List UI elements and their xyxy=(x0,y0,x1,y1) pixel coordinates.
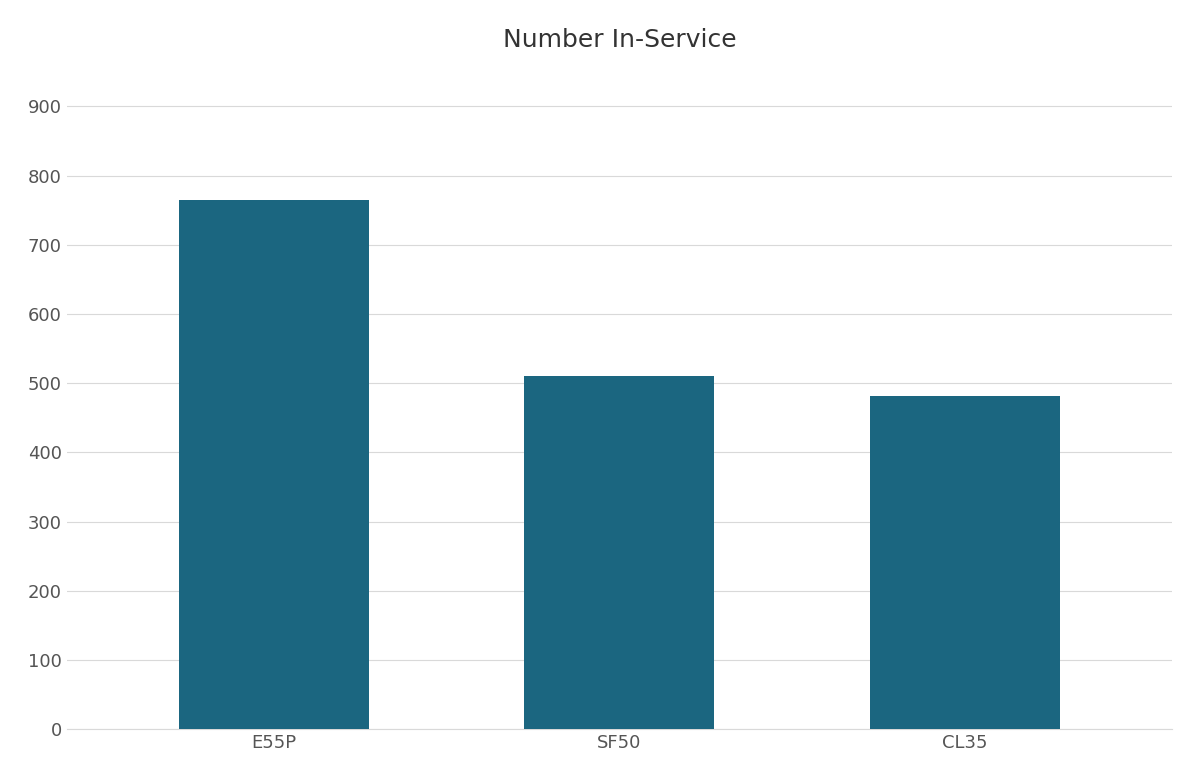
Bar xyxy=(870,395,1060,729)
Bar xyxy=(524,376,714,729)
Title: Number In-Service: Number In-Service xyxy=(503,28,737,51)
Bar xyxy=(179,200,368,729)
